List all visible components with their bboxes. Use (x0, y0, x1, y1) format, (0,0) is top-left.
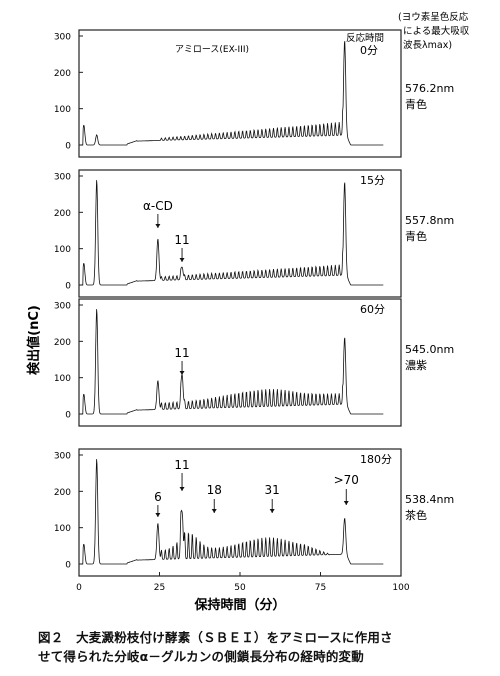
y-tick-label: 300 (54, 173, 71, 183)
figure-caption: 図２ 大麦澱粉枝付け酵素（ＳＢＥＩ）をアミロースに作用さ せて得られた分岐α－グ… (38, 628, 493, 666)
y-tick-label: 0 (65, 142, 71, 152)
color-word: 濃紫 (405, 358, 427, 372)
chromatogram-trace (80, 459, 384, 565)
right-header-line1: (ヨウ素呈色反応 (398, 11, 469, 23)
x-tick-label: 75 (315, 583, 326, 593)
lambda-max-value: 557.8nm (405, 214, 454, 227)
peak-annotation: 6 (154, 490, 162, 504)
y-tick-label: 300 (54, 302, 71, 312)
color-word: 茶色 (405, 508, 427, 522)
reaction-time-label: 反応時間 (346, 32, 384, 44)
y-tick-label: 300 (54, 452, 71, 462)
y-tick-label: 0 (65, 561, 71, 571)
panel-frame (78, 169, 402, 298)
annotation-arrowhead (155, 513, 161, 517)
peak-annotation: 11 (174, 458, 189, 472)
panel-2: 0 100 200 300 60分 545.0nm 濃紫 11 (54, 298, 454, 427)
peak-annotation: 31 (265, 483, 280, 497)
chromatogram-trace (80, 309, 384, 415)
annotation-arrowhead (179, 371, 185, 375)
peak-annotation: α-CD (143, 199, 173, 213)
annotation-arrowhead (179, 258, 185, 262)
annotation-arrowhead (211, 509, 217, 513)
peak-annotation: 11 (174, 233, 189, 247)
y-tick-label: 100 (54, 524, 71, 534)
chromatogram-trace (80, 180, 384, 286)
y-tick-label: 200 (54, 338, 71, 348)
color-word: 青色 (405, 229, 427, 243)
panel-1: 0 100 200 300 15分 557.8nm 青色 α-CD 11 (54, 169, 454, 298)
y-tick-label: 300 (54, 33, 71, 43)
color-word: 青色 (405, 97, 427, 111)
x-axis-label: 保持時間（分） (193, 597, 285, 613)
y-axis-label: 検出値(nC) (26, 305, 42, 375)
chromatogram-trace (80, 41, 384, 146)
annotation-arrowhead (269, 509, 275, 513)
peak-annotation: >70 (334, 473, 359, 487)
peak-annotation: 18 (207, 483, 222, 497)
lambda-max-value: 545.0nm (405, 343, 454, 356)
reaction-time-value: 180分 (360, 453, 392, 466)
reaction-time-value: 15分 (360, 174, 385, 187)
y-tick-label: 0 (65, 282, 71, 292)
annotation-arrowhead (179, 487, 185, 491)
panel-0: 0 100 200 300 0分 576.2nm 青色 (54, 29, 454, 158)
right-header-line2: による最大吸収 (403, 25, 470, 37)
y-tick-label: 100 (54, 105, 71, 115)
x-tick-label: 50 (234, 583, 246, 593)
y-tick-label: 100 (54, 245, 71, 255)
caption-line-1: 図２ 大麦澱粉枝付け酵素（ＳＢＥＩ）をアミロースに作用さ (38, 630, 393, 645)
y-tick-label: 200 (54, 488, 71, 498)
y-tick-label: 0 (65, 411, 71, 421)
y-tick-label: 200 (54, 69, 71, 79)
caption-line-2: せて得られた分岐α－グルカンの側鎖長分布の経時的変動 (38, 649, 364, 664)
reaction-time-value: 0分 (360, 44, 378, 57)
x-tick-label: 100 (392, 583, 409, 593)
x-tick-label: 25 (154, 583, 165, 593)
annotation-arrowhead (343, 501, 349, 505)
y-tick-label: 200 (54, 209, 71, 219)
right-header-line3: 波長λmax) (403, 39, 452, 51)
x-tick-label: 0 (76, 583, 82, 593)
panel-frame (78, 29, 402, 158)
panel-frame (78, 298, 402, 427)
peak-annotation: 11 (174, 346, 189, 360)
sample-label: アミロース(EX-III) (175, 45, 249, 55)
lambda-max-value: 576.2nm (405, 82, 454, 95)
annotation-arrowhead (155, 224, 161, 228)
y-tick-label: 100 (54, 374, 71, 384)
reaction-time-value: 60分 (360, 303, 385, 316)
panel-3: 0 100 200 300 180分 538.4nm 茶色 6 11 18 31 >70 (54, 448, 454, 577)
lambda-max-value: 538.4nm (405, 493, 454, 506)
